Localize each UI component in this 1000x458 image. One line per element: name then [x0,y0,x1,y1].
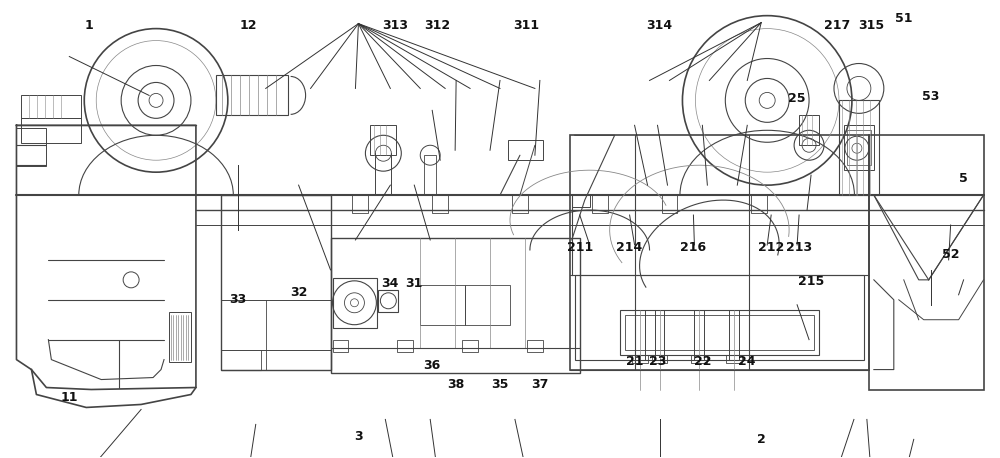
Text: 214: 214 [616,241,643,254]
Bar [420,285,465,325]
Text: 12: 12 [240,19,258,33]
Text: 3: 3 [354,430,363,443]
Text: 211: 211 [567,241,593,254]
Text: 52: 52 [942,248,959,261]
Bar [694,310,704,360]
Bar [652,354,667,363]
Bar [592,195,608,213]
Text: 313: 313 [382,19,408,33]
Text: 1: 1 [85,19,94,33]
Bar [432,195,448,213]
Text: 51: 51 [895,12,913,26]
Text: 212: 212 [758,241,784,254]
Bar [331,238,580,348]
Bar [729,310,739,360]
Bar [512,195,528,213]
Bar [662,195,677,213]
Text: 21: 21 [626,355,643,368]
Bar [869,135,984,389]
Bar [21,118,81,143]
Bar [691,354,707,363]
Bar [625,315,814,349]
Text: 22: 22 [694,355,711,368]
Bar [331,238,580,372]
Text: 217: 217 [824,19,850,33]
Bar [799,115,819,145]
Bar [632,354,648,363]
Text: 216: 216 [680,241,706,254]
Bar [378,290,398,312]
Bar [527,340,543,352]
Bar [655,310,664,360]
Text: 11: 11 [61,392,78,404]
Bar [635,310,645,360]
Bar [847,130,871,165]
Text: 314: 314 [646,19,673,33]
Bar [221,195,331,370]
Text: 312: 312 [424,19,450,33]
Bar [16,128,46,166]
Bar [462,340,478,352]
Text: 215: 215 [798,275,824,288]
Bar [333,340,348,352]
Bar [21,95,81,118]
Text: 213: 213 [786,241,812,254]
Bar [397,340,413,352]
Text: 37: 37 [531,378,549,391]
Text: 311: 311 [513,19,539,33]
Bar [726,354,742,363]
Text: 315: 315 [858,19,884,33]
Text: 33: 33 [229,293,246,306]
Bar [572,195,590,207]
Text: 5: 5 [959,172,968,185]
Text: 34: 34 [382,277,399,290]
Text: 31: 31 [406,277,423,290]
Bar [333,278,377,328]
Bar [169,312,191,362]
Bar [352,195,368,213]
Text: 36: 36 [424,360,441,372]
Bar [844,125,874,170]
Bar [424,155,436,195]
Bar [620,310,819,354]
Text: 53: 53 [922,90,939,103]
Bar [370,125,396,155]
Bar [570,135,869,370]
Bar [508,140,543,160]
Bar [839,100,879,195]
Text: 24: 24 [738,355,756,368]
Text: 25: 25 [788,93,806,105]
Text: 35: 35 [491,378,509,391]
Text: 2: 2 [757,432,766,446]
Text: 38: 38 [448,378,465,391]
Bar [465,285,510,325]
Bar [216,76,288,115]
Text: 32: 32 [290,286,307,300]
Text: 23: 23 [649,355,666,368]
Bar [751,195,767,213]
Bar [575,275,864,360]
